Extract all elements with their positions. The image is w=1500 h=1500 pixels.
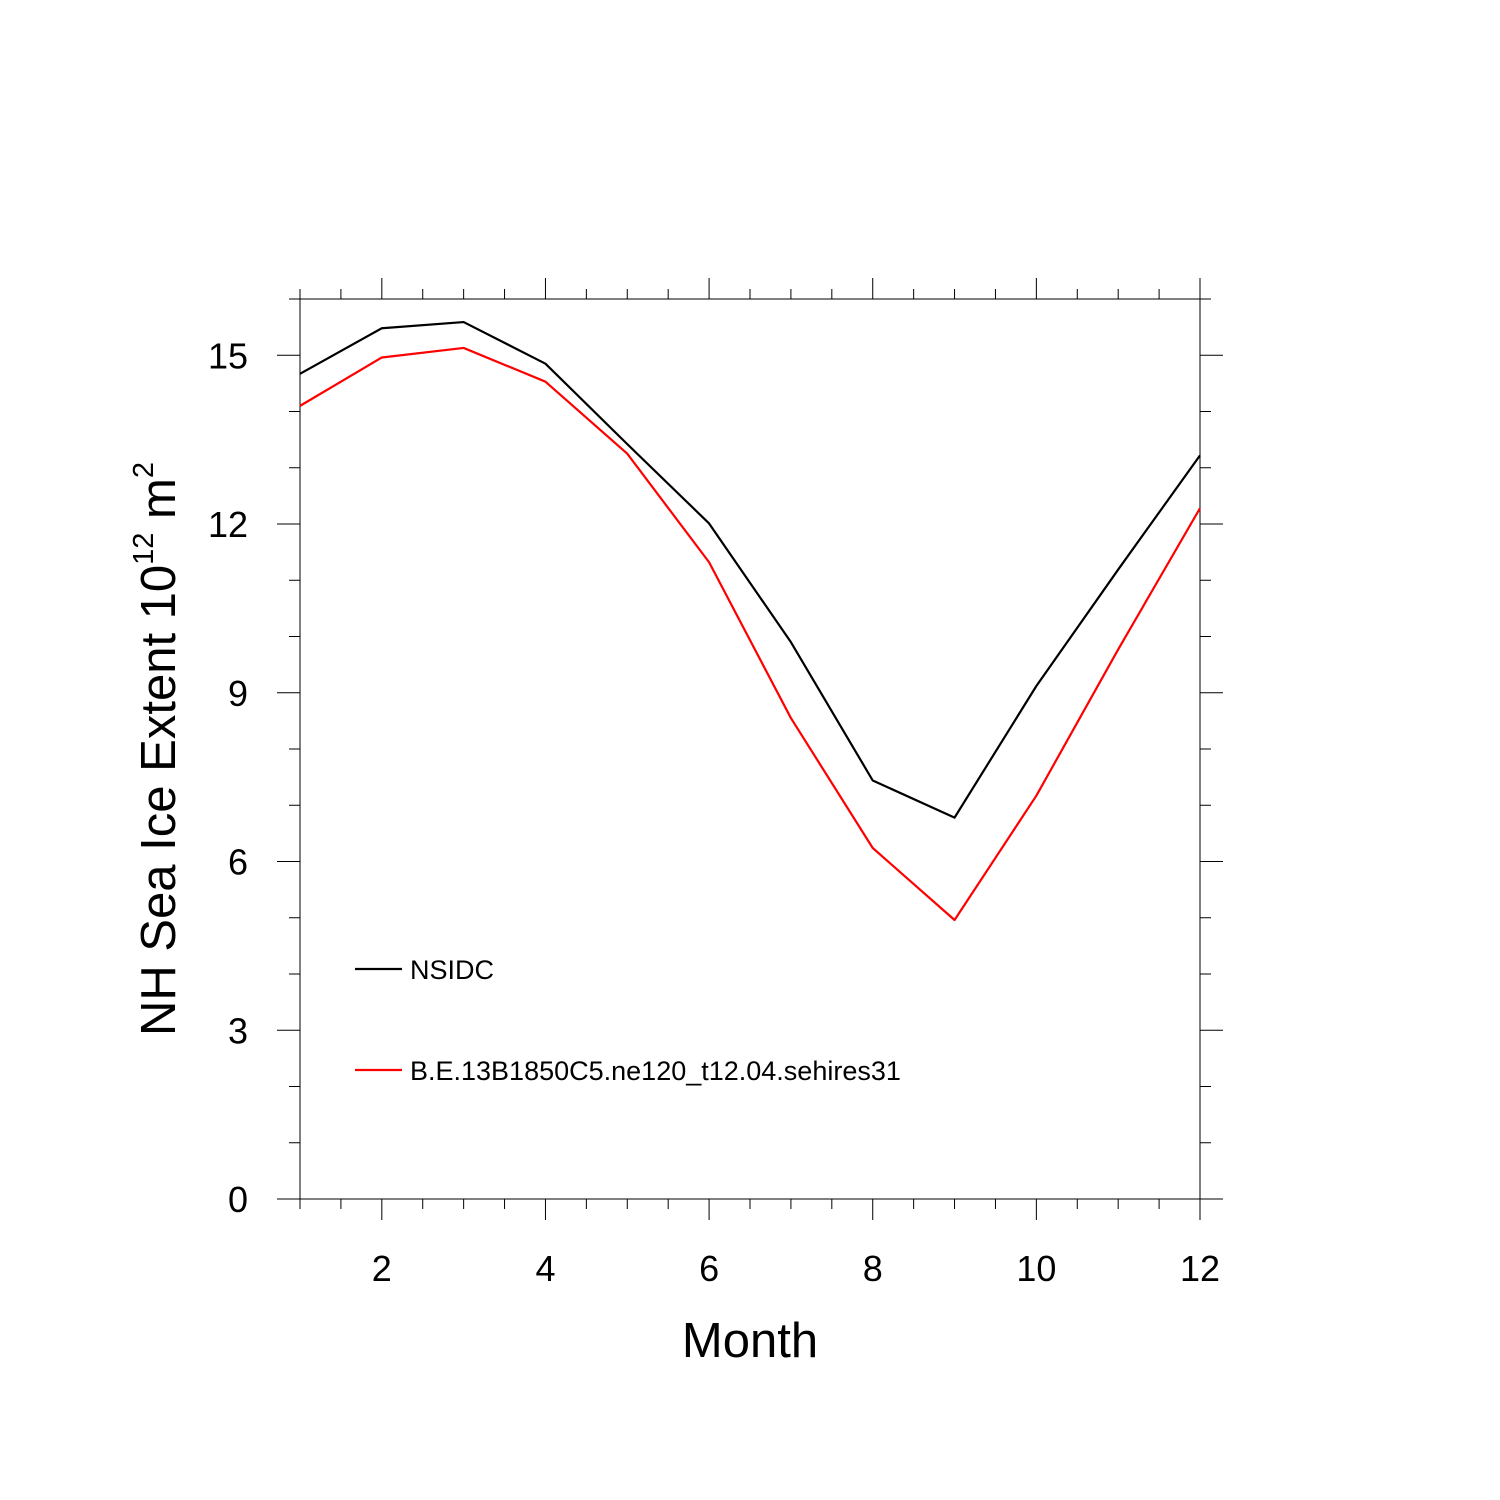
x-tick-label: 10 <box>1016 1248 1056 1289</box>
series-line-1 <box>299 320 1201 819</box>
legend-label-2: B.E.13B1850C5.ne120_t12.04.sehires31 <box>410 1056 901 1086</box>
legend-label-1: NSIDC <box>410 955 494 985</box>
y-axis-label-base: NH Sea Ice Extent 10 <box>132 565 186 1036</box>
y-axis-label-unit: m <box>132 478 186 532</box>
plot-frame <box>299 298 1201 1200</box>
y-tick-labels: 0 3 6 9 12 15 <box>208 335 248 1220</box>
y-tick-label: 6 <box>228 842 248 883</box>
y-axis-label-exponent: 12 <box>128 533 160 565</box>
x-axis-label: Month <box>682 1314 818 1368</box>
axis-ticks <box>277 278 1223 1220</box>
x-tick-label: 4 <box>535 1248 555 1289</box>
series-line-2 <box>299 346 1201 922</box>
x-tick-label: 6 <box>699 1248 719 1289</box>
y-tick-label: 3 <box>228 1010 248 1051</box>
x-tick-labels: 2 4 6 8 10 12 <box>372 1248 1220 1289</box>
series-layer <box>299 320 1201 922</box>
x-tick-label: 8 <box>863 1248 883 1289</box>
y-tick-label: 9 <box>228 673 248 714</box>
legend: NSIDC B.E.13B1850C5.ne120_t12.04.sehires3… <box>355 955 901 1086</box>
x-tick-label: 2 <box>372 1248 392 1289</box>
y-axis-label: NH Sea Ice Extent 1012 m2 <box>128 462 186 1036</box>
y-tick-label: 15 <box>208 335 248 376</box>
y-tick-label: 0 <box>228 1179 248 1220</box>
y-axis-label-unit-exponent: 2 <box>128 462 160 478</box>
y-tick-label: 12 <box>208 504 248 545</box>
x-tick-label: 12 <box>1180 1248 1220 1289</box>
